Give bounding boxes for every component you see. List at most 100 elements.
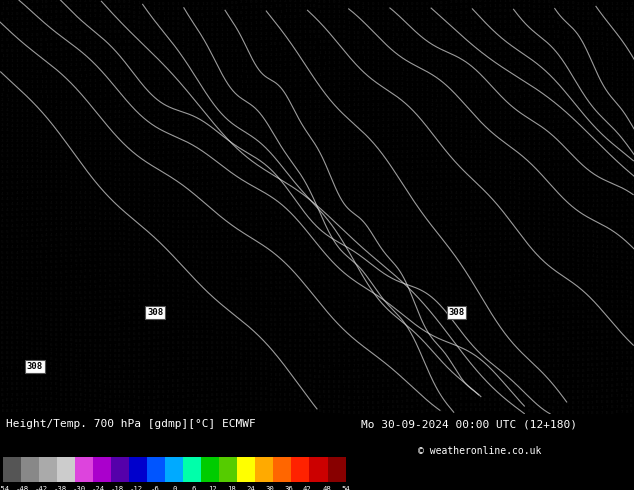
Text: 4: 4 bbox=[460, 245, 462, 248]
Text: 3: 3 bbox=[450, 95, 453, 98]
Text: 2: 2 bbox=[294, 95, 296, 99]
Text: 6: 6 bbox=[1, 214, 4, 218]
Text: 3: 3 bbox=[128, 168, 131, 172]
Text: 4: 4 bbox=[279, 116, 281, 120]
Text: 4: 4 bbox=[489, 156, 491, 160]
Text: 0: 0 bbox=[250, 0, 252, 4]
Text: 3: 3 bbox=[138, 56, 140, 60]
Text: 5: 5 bbox=[25, 175, 28, 179]
Text: 6: 6 bbox=[294, 291, 296, 295]
Text: 1: 1 bbox=[611, 68, 613, 72]
Text: 8: 8 bbox=[240, 397, 243, 402]
Text: 6: 6 bbox=[240, 240, 243, 244]
Text: 8: 8 bbox=[562, 332, 565, 336]
Text: 5: 5 bbox=[148, 278, 150, 282]
Text: 3: 3 bbox=[21, 159, 23, 163]
Text: 8: 8 bbox=[547, 369, 550, 374]
Text: 2: 2 bbox=[596, 37, 598, 41]
Text: 4: 4 bbox=[581, 108, 584, 112]
Text: 1: 1 bbox=[45, 49, 48, 52]
Text: 1: 1 bbox=[284, 25, 287, 29]
Text: 4: 4 bbox=[391, 220, 394, 223]
Text: 4: 4 bbox=[226, 144, 228, 148]
Text: 4: 4 bbox=[518, 247, 521, 251]
Text: 6: 6 bbox=[498, 286, 501, 290]
Text: 5: 5 bbox=[6, 170, 9, 174]
Text: 5: 5 bbox=[259, 308, 262, 312]
Text: 7: 7 bbox=[498, 259, 501, 263]
Text: 2: 2 bbox=[235, 109, 238, 113]
Text: 6: 6 bbox=[440, 261, 443, 265]
Text: 8: 8 bbox=[279, 403, 281, 407]
Text: 5: 5 bbox=[250, 228, 252, 232]
Text: 4: 4 bbox=[523, 105, 526, 109]
Text: 1: 1 bbox=[157, 31, 160, 35]
Text: 4: 4 bbox=[435, 202, 438, 206]
Text: 2: 2 bbox=[581, 98, 584, 101]
Text: 4: 4 bbox=[411, 113, 413, 117]
Text: 7: 7 bbox=[465, 372, 467, 376]
Text: 4: 4 bbox=[498, 196, 501, 200]
Text: 5: 5 bbox=[460, 175, 462, 179]
Text: 8: 8 bbox=[143, 369, 145, 373]
Text: 1: 1 bbox=[1, 1, 4, 6]
Text: 2: 2 bbox=[226, 49, 228, 53]
Text: 0: 0 bbox=[596, 7, 598, 11]
Text: 3: 3 bbox=[450, 159, 453, 163]
Text: 7: 7 bbox=[123, 365, 126, 368]
Text: 6: 6 bbox=[133, 263, 136, 267]
Text: 2: 2 bbox=[259, 140, 262, 144]
Text: 8: 8 bbox=[196, 405, 199, 409]
Text: 6: 6 bbox=[250, 276, 252, 280]
Text: 7: 7 bbox=[382, 289, 384, 293]
Text: 5: 5 bbox=[206, 198, 209, 202]
Text: 7: 7 bbox=[181, 270, 184, 274]
Text: 5: 5 bbox=[11, 266, 13, 270]
Text: 0: 0 bbox=[172, 22, 174, 26]
Text: 2: 2 bbox=[557, 11, 560, 15]
Text: 7: 7 bbox=[11, 393, 13, 397]
Text: 8: 8 bbox=[474, 328, 477, 332]
Text: 2: 2 bbox=[226, 99, 228, 103]
Text: 7: 7 bbox=[157, 294, 160, 298]
Text: 8: 8 bbox=[245, 332, 248, 336]
Text: 2: 2 bbox=[89, 126, 91, 130]
Text: 1: 1 bbox=[308, 35, 311, 39]
Text: 5: 5 bbox=[84, 221, 87, 225]
Text: E: E bbox=[216, 393, 218, 397]
Text: 4: 4 bbox=[533, 247, 535, 251]
Text: 3: 3 bbox=[513, 167, 516, 171]
Text: 3: 3 bbox=[94, 95, 96, 99]
Text: 2: 2 bbox=[625, 33, 628, 37]
Text: 3: 3 bbox=[601, 52, 604, 56]
Text: 3: 3 bbox=[299, 68, 301, 72]
Text: 5: 5 bbox=[279, 292, 281, 295]
Text: 7: 7 bbox=[255, 367, 257, 371]
Text: 1: 1 bbox=[576, 22, 579, 25]
Text: 3: 3 bbox=[498, 151, 501, 155]
Text: 3: 3 bbox=[6, 59, 9, 63]
Text: 7: 7 bbox=[245, 307, 248, 311]
Text: 7: 7 bbox=[372, 264, 375, 268]
Text: 1: 1 bbox=[353, 61, 355, 65]
Text: 3: 3 bbox=[275, 58, 277, 62]
Text: 6: 6 bbox=[538, 359, 540, 364]
Text: 4: 4 bbox=[445, 139, 448, 143]
Text: 8: 8 bbox=[435, 316, 438, 320]
Text: 7: 7 bbox=[616, 394, 618, 398]
Text: 2: 2 bbox=[484, 0, 486, 3]
Text: 2: 2 bbox=[94, 132, 96, 136]
Text: 2: 2 bbox=[411, 13, 413, 17]
Text: 3: 3 bbox=[264, 121, 267, 124]
Text: 5: 5 bbox=[299, 274, 301, 279]
Text: 5: 5 bbox=[567, 209, 569, 213]
Text: 8: 8 bbox=[181, 384, 184, 388]
Text: 5: 5 bbox=[552, 218, 555, 222]
Text: 7: 7 bbox=[255, 292, 257, 296]
Text: 3: 3 bbox=[455, 99, 457, 104]
Text: 5: 5 bbox=[157, 157, 160, 161]
Text: 5: 5 bbox=[581, 244, 584, 248]
Text: 4: 4 bbox=[552, 203, 555, 207]
Text: 5: 5 bbox=[304, 258, 306, 262]
Text: 7: 7 bbox=[186, 373, 189, 377]
